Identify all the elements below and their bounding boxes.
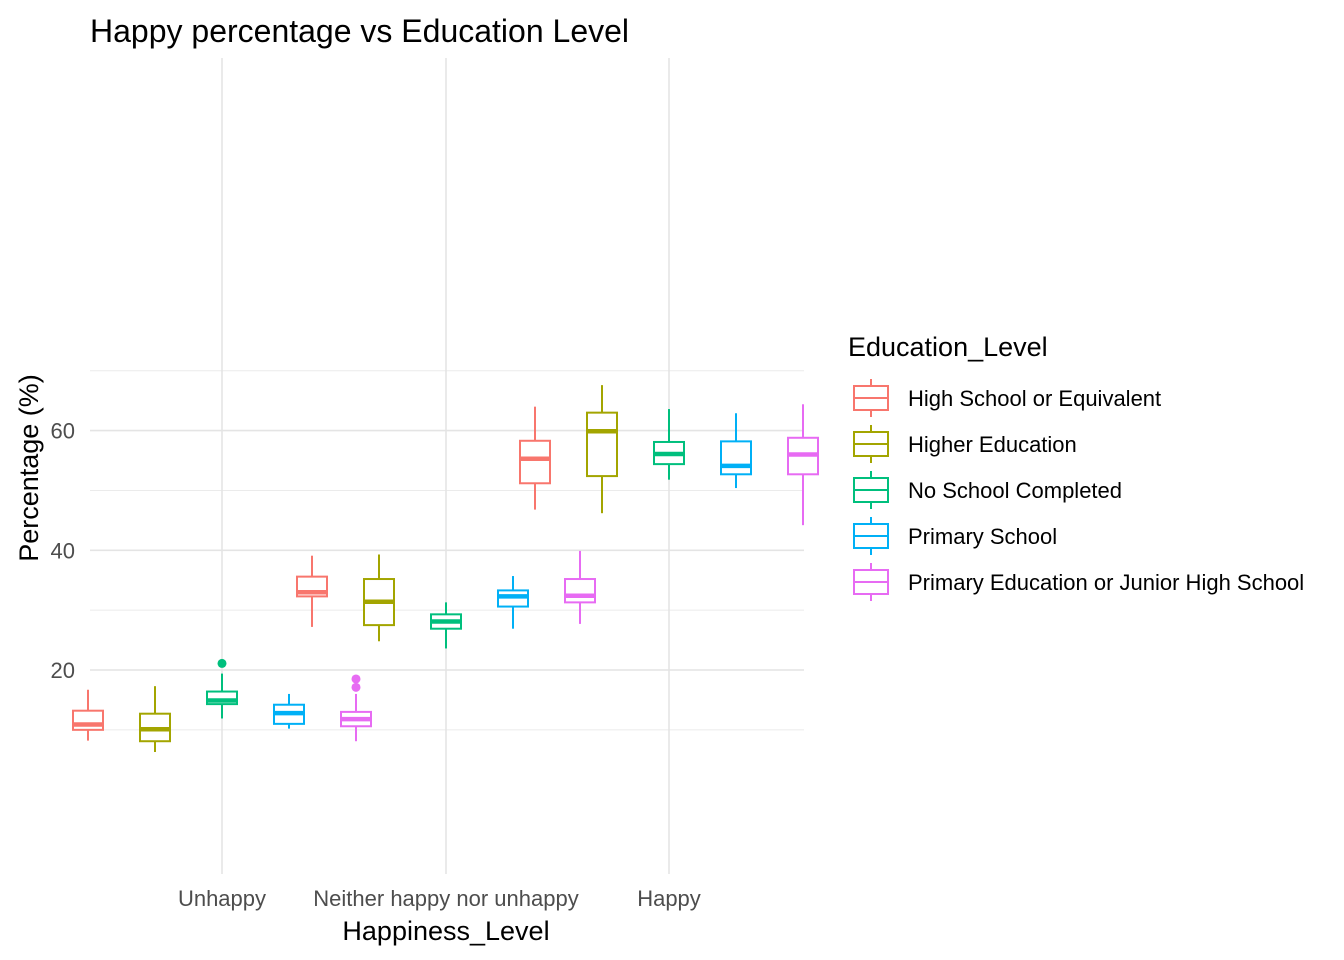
box-2-1 (586, 385, 618, 514)
legend-label: Primary Education or Junior High School (908, 570, 1304, 595)
chart-title: Happy percentage vs Education Level (90, 13, 629, 49)
box-0-0 (72, 689, 104, 741)
x-tick-label: Unhappy (178, 886, 266, 911)
box-rect (564, 578, 596, 604)
grid-layer (90, 58, 804, 874)
legend-item: Primary Education or Junior High School (853, 563, 1304, 601)
box-0-1 (139, 686, 171, 752)
box-0-4 (340, 674, 372, 742)
outlier-point (351, 682, 361, 692)
box-1-4 (564, 550, 596, 624)
y-tick-label: 20 (51, 658, 75, 683)
legend-label: No School Completed (908, 478, 1122, 503)
legend: Education_Level High School or Equivalen… (848, 332, 1304, 601)
x-tick-labels: Unhappy Neither happy nor unhappy Happy (178, 886, 701, 911)
box-2-3 (720, 413, 752, 489)
box-rect (519, 439, 551, 485)
legend-item: No School Completed (853, 471, 1122, 509)
box-2-0 (519, 406, 551, 510)
outlier-point (217, 658, 227, 668)
legend-label: Primary School (908, 524, 1057, 549)
x-axis-title: Happiness_Level (342, 916, 549, 946)
box-2-2 (653, 409, 685, 480)
legend-item: High School or Equivalent (853, 379, 1161, 417)
box-1-2 (430, 602, 462, 649)
box-layer (72, 385, 819, 752)
legend-title: Education_Level (848, 332, 1048, 362)
box-1-3 (497, 576, 529, 629)
y-tick-label: 40 (51, 538, 75, 563)
box-1-0 (296, 555, 328, 627)
box-rect (586, 411, 618, 478)
outlier-point (351, 674, 361, 684)
y-tick-label: 60 (51, 419, 75, 444)
legend-label: High School or Equivalent (908, 386, 1161, 411)
box-rect (72, 709, 104, 731)
x-tick-label: Neither happy nor unhappy (313, 886, 578, 911)
box-0-3 (273, 693, 305, 729)
y-axis-title: Percentage (%) (14, 374, 44, 562)
box-2-4 (787, 404, 819, 526)
x-tick-label: Happy (637, 886, 701, 911)
legend-item: Primary School (853, 517, 1057, 555)
y-tick-labels: 20 40 60 (51, 419, 75, 683)
box-rect (720, 440, 752, 476)
legend-item: Higher Education (853, 425, 1077, 463)
legend-label: Higher Education (908, 432, 1077, 457)
box-1-1 (363, 554, 395, 642)
box-0-2 (206, 658, 238, 719)
